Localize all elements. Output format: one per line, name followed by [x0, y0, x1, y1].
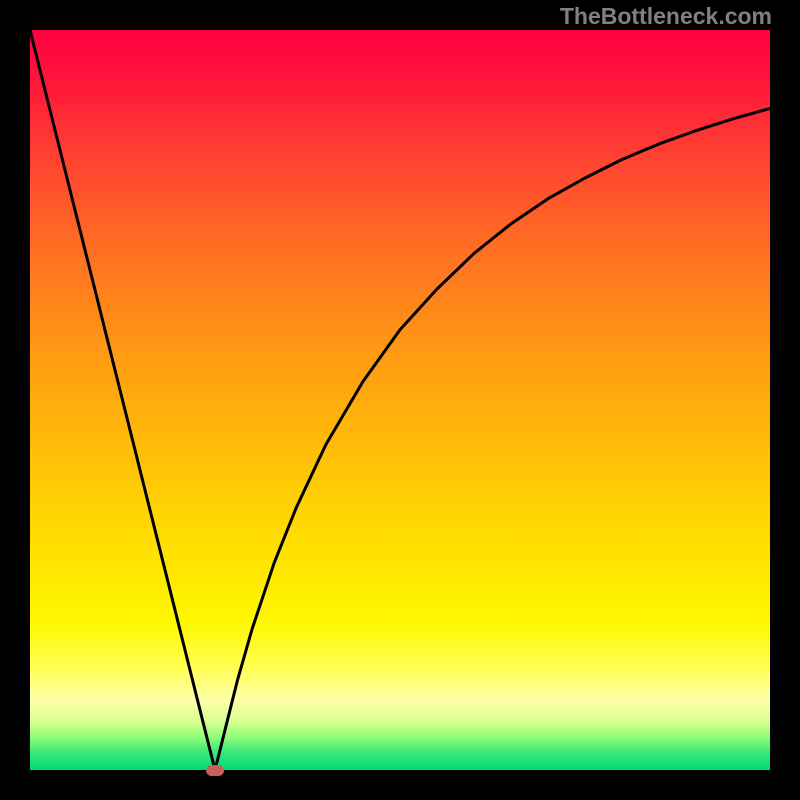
watermark-text: TheBottleneck.com [560, 3, 772, 30]
plot-area [30, 30, 770, 770]
bottleneck-curve [30, 30, 770, 770]
curve-svg [30, 30, 770, 770]
min-marker [206, 765, 224, 776]
chart-container: TheBottleneck.com [0, 0, 800, 800]
